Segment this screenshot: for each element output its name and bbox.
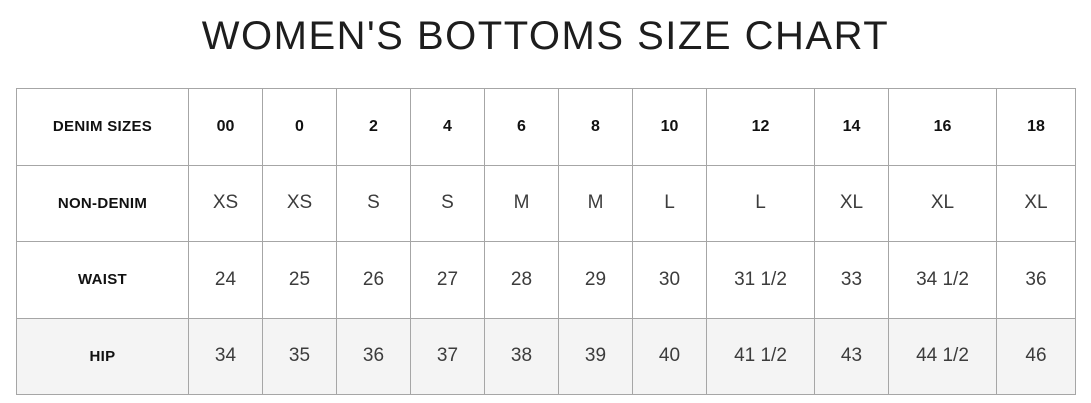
size-value-cell: XL [888,164,997,242]
size-value-cell: 8 [558,88,633,166]
size-value-cell: 16 [888,88,997,166]
size-value-cell: 43 [814,317,889,395]
size-value-cell: XS [262,164,337,242]
size-value-cell: XS [188,164,263,242]
size-value-cell: 30 [632,241,707,319]
table-row-hip: HIP 34 35 36 37 38 39 40 41 1/2 43 44 1/2 46 [16,317,1076,395]
size-value-cell: 00 [188,88,263,166]
table-row-waist: WAIST 24 25 26 27 28 29 30 31 1/2 33 34 1/2 36 [16,241,1076,319]
size-value-cell: 46 [996,317,1076,395]
size-value-cell: 26 [336,241,411,319]
size-value-cell: 28 [484,241,559,319]
size-value-cell: 14 [814,88,889,166]
table-row-non-denim: NON-DENIM XS XS S S M M L L XL XL XL [16,164,1076,242]
table-row-denim-sizes: DENIM SIZES 00 0 2 4 6 8 10 12 14 16 18 [16,88,1076,166]
size-value-cell: 33 [814,241,889,319]
size-value-cell: 18 [996,88,1076,166]
size-value-cell: 24 [188,241,263,319]
size-chart-body: DENIM SIZES 00 0 2 4 6 8 10 12 14 16 18 NON-DENIM XS X… [16,88,1076,395]
size-value-cell: 34 [188,317,263,395]
size-value-cell: XL [814,164,889,242]
size-value-cell: 37 [410,317,485,395]
size-value-cell: 39 [558,317,633,395]
row-label-cell: NON-DENIM [16,164,189,242]
size-value-cell: 36 [336,317,411,395]
size-value-cell: 10 [632,88,707,166]
size-value-cell: 2 [336,88,411,166]
row-label-cell: HIP [16,317,189,395]
size-value-cell: 31 1/2 [706,241,815,319]
size-value-cell: 38 [484,317,559,395]
size-value-cell: 44 1/2 [888,317,997,395]
size-value-cell: 12 [706,88,815,166]
size-value-cell: 34 1/2 [888,241,997,319]
size-value-cell: L [632,164,707,242]
size-chart-table: DENIM SIZES 00 0 2 4 6 8 10 12 14 16 18 NON-DENIM XS X… [16,88,1076,395]
size-value-cell: L [706,164,815,242]
size-value-cell: 4 [410,88,485,166]
size-value-cell: 0 [262,88,337,166]
size-value-cell: S [336,164,411,242]
size-value-cell: 6 [484,88,559,166]
size-value-cell: 27 [410,241,485,319]
size-value-cell: 40 [632,317,707,395]
size-value-cell: S [410,164,485,242]
row-label-cell: DENIM SIZES [16,88,189,166]
size-value-cell: 25 [262,241,337,319]
size-value-cell: M [484,164,559,242]
page-title: WOMEN'S BOTTOMS SIZE CHART [201,14,890,58]
row-label-cell: WAIST [16,241,189,319]
size-value-cell: 41 1/2 [706,317,815,395]
size-value-cell: 29 [558,241,633,319]
size-value-cell: 36 [996,241,1076,319]
size-value-cell: M [558,164,633,242]
size-value-cell: 35 [262,317,337,395]
size-value-cell: XL [996,164,1076,242]
